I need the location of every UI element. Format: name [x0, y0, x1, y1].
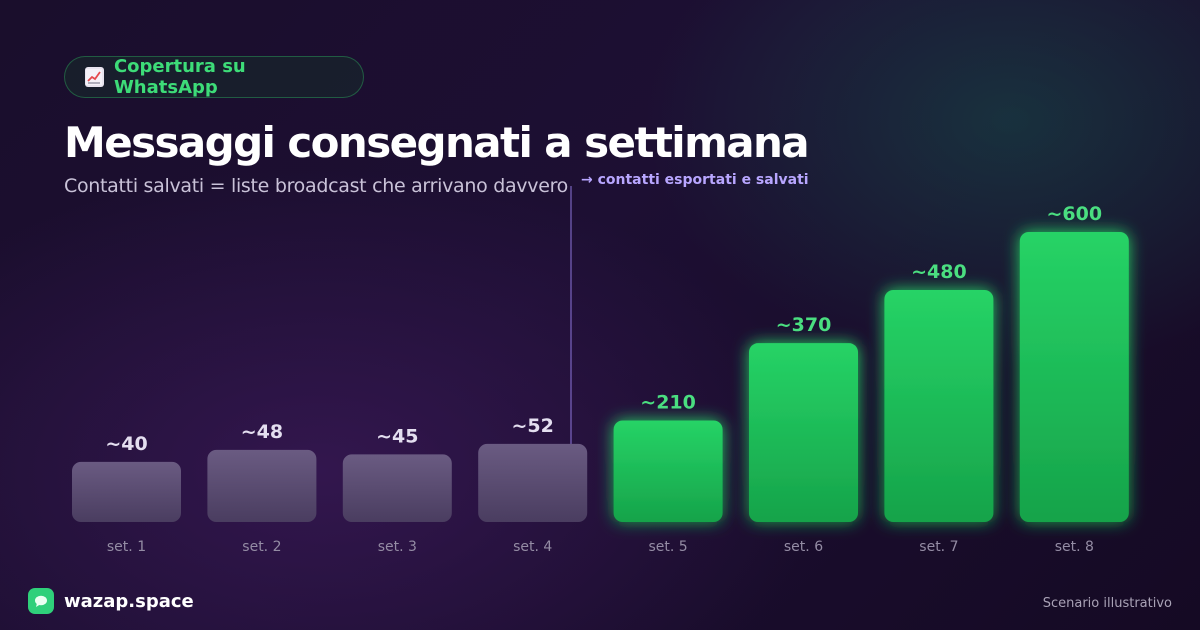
chat-bubble-icon: [28, 588, 54, 614]
data-label-8: ~600: [1047, 203, 1103, 225]
chart-increasing-icon: [85, 67, 104, 87]
x-tick-label-3: set. 3: [378, 539, 417, 555]
data-label-1: ~40: [105, 433, 147, 455]
page-subtitle: Contatti salvati = liste broadcast che a…: [64, 175, 568, 197]
data-label-2: ~48: [241, 421, 283, 443]
bar-6: [749, 343, 858, 522]
x-tick-label-4: set. 4: [513, 539, 552, 555]
data-label-4: ~52: [512, 415, 554, 437]
bar-3: [342, 454, 452, 522]
brand: wazap.space: [28, 588, 194, 614]
x-tick-label-5: set. 5: [648, 539, 687, 555]
x-tick-label-6: set. 6: [784, 539, 823, 555]
brand-name: wazap.space: [64, 590, 194, 612]
chart-annotation: → contatti esportati e salvati: [581, 172, 809, 188]
x-tick-label-8: set. 8: [1055, 539, 1094, 555]
bar-2: [207, 449, 317, 522]
category-badge: Copertura su WhatsApp: [64, 56, 364, 98]
bar-8: [1019, 232, 1129, 522]
x-tick-label-1: set. 1: [107, 539, 146, 555]
bar-5: [613, 420, 723, 522]
bar-1: [72, 461, 181, 522]
footnote: Scenario illustrativo: [1042, 596, 1172, 611]
badge-label: Copertura su WhatsApp: [113, 56, 246, 98]
data-label-5: ~210: [640, 392, 696, 414]
data-label-6: ~370: [776, 314, 832, 336]
x-tick-label-7: set. 7: [919, 539, 958, 555]
bar-7: [884, 290, 994, 522]
page-title: Messaggi consegnati a settimana: [64, 118, 810, 167]
bar-4: [478, 443, 588, 522]
data-label-7: ~480: [911, 261, 967, 283]
data-label-3: ~45: [376, 425, 418, 447]
x-tick-label-2: set. 2: [242, 539, 281, 555]
